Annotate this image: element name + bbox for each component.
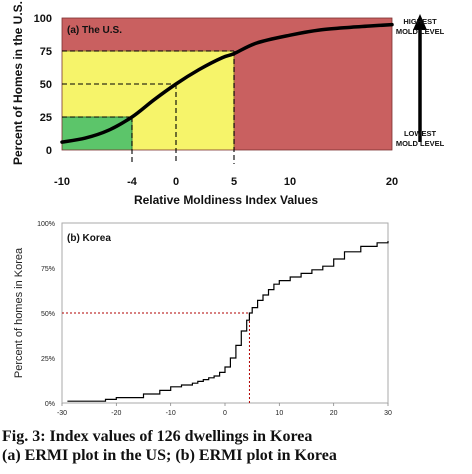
panel-a-y-tick-50: 50 bbox=[40, 79, 52, 91]
panel-a-reference-lines bbox=[62, 50, 235, 164]
panel-a-y-axis-label: Percent of Homes in the U.S. bbox=[11, 1, 25, 165]
lowest-mold-label-line1: LOWEST bbox=[404, 129, 436, 138]
panel-b-y-tick-100: 100% bbox=[37, 221, 55, 228]
panel-a-curve bbox=[60, 22, 394, 144]
panel-a-y-tick-25: 25 bbox=[40, 112, 52, 124]
panel-a-x-axis-label: Relative Moldiness Index Values bbox=[134, 193, 318, 207]
panel-b-x-tick--10: -10 bbox=[166, 410, 176, 417]
panel-b-marker-lines bbox=[62, 312, 250, 403]
panel-a-y-tick-100: 100 bbox=[34, 13, 52, 25]
panel-a-x-tick-0: 0 bbox=[173, 176, 179, 188]
panel-b-label: (b) Korea bbox=[67, 233, 111, 244]
panel-a-y-tick-75: 75 bbox=[40, 46, 52, 58]
figure-caption: Fig. 3: Index values of 126 dwellings in… bbox=[2, 427, 470, 465]
panel-b-y-tick-25: 25% bbox=[41, 356, 55, 363]
panel-a-x-tick-20: 20 bbox=[386, 176, 398, 188]
panel-a-x-ticks: -10 -4 0 5 10 20 bbox=[54, 176, 398, 188]
panel-b-x-tick-10: 10 bbox=[275, 410, 283, 417]
panel-b-y-axis-label: Percent of homes in Korea bbox=[13, 247, 25, 378]
panel-a-label: (a) The U.S. bbox=[67, 25, 122, 36]
panel-b-x-tick-30: 30 bbox=[384, 410, 392, 417]
caption-line-1: Fig. 3: Index values of 126 dwellings in… bbox=[2, 428, 313, 445]
panel-b: 0% 25% 50% 75% 100% -30 -20 -10 0 10 20 30 (b) Kor… bbox=[13, 221, 392, 417]
highest-mold-label-line1: HIGHEST bbox=[403, 17, 437, 26]
highest-mold-label-line2: MOLD LEVEL bbox=[396, 27, 445, 36]
panel-b-y-tick-75: 75% bbox=[41, 266, 55, 273]
panel-a-x-tick--10: -10 bbox=[54, 176, 70, 188]
caption-line-2: (a) ERMI plot in the US; (b) ERMI plot i… bbox=[2, 447, 337, 464]
panel-a: 0 25 50 75 100 -10 -4 0 5 10 20 (a) The U.S. Perc… bbox=[11, 1, 445, 207]
panel-b-x-tick--20: -20 bbox=[111, 410, 121, 417]
panel-a-y-ticks: 0 25 50 75 100 bbox=[34, 13, 52, 157]
lowest-mold-label-line2: MOLD LEVEL bbox=[396, 139, 445, 148]
mold-level-arrow-head bbox=[413, 14, 427, 30]
panel-a-x-tick-5: 5 bbox=[231, 176, 237, 188]
panel-a-x-tick-10: 10 bbox=[284, 176, 296, 188]
panel-b-curve bbox=[67, 241, 389, 402]
panel-b-x-tick-20: 20 bbox=[330, 410, 338, 417]
panel-b-y-ticks: 0% 25% 50% 75% 100% bbox=[37, 221, 55, 408]
panel-b-x-ticks: -30 -20 -10 0 10 20 30 bbox=[57, 403, 392, 417]
panel-b-y-tick-50: 50% bbox=[41, 311, 55, 318]
panel-b-x-tick--30: -30 bbox=[57, 410, 67, 417]
panel-a-y-tick-0: 0 bbox=[46, 145, 52, 157]
panel-b-x-tick-0: 0 bbox=[223, 410, 227, 417]
panel-a-x-tick--4: -4 bbox=[127, 176, 138, 188]
panel-b-y-tick-0: 0% bbox=[45, 401, 55, 408]
